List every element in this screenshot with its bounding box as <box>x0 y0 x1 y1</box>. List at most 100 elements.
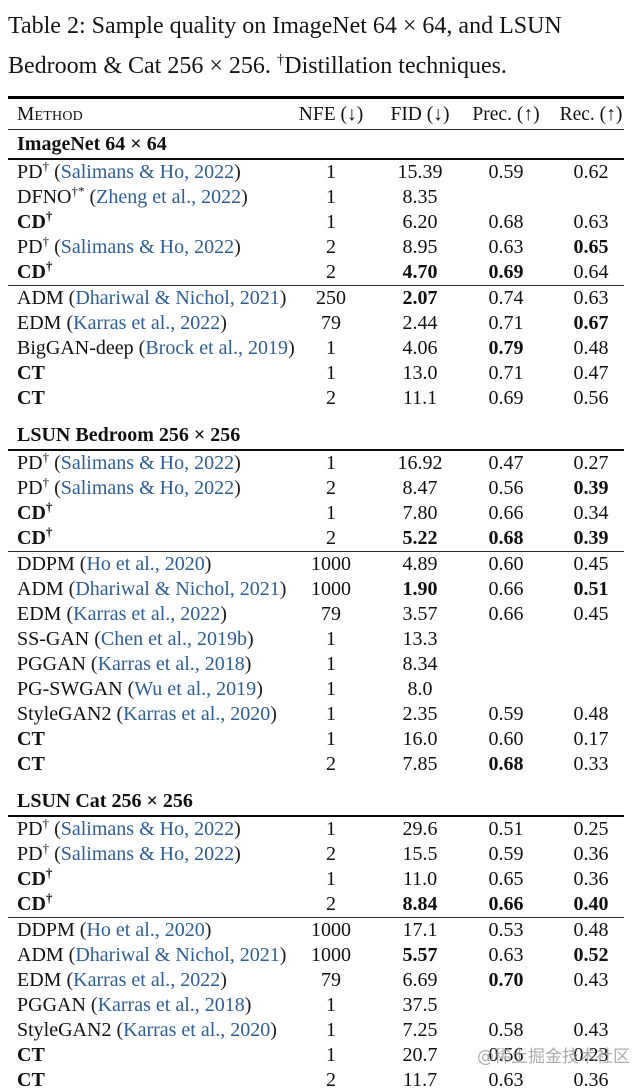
caption-line1: Table 2: Sample quality on ImageNet 64 ×… <box>8 13 562 39</box>
prec-value: 0.66 <box>488 578 524 600</box>
citation-paren: ( <box>66 603 74 625</box>
method-cell: DDPM (Ho et al., 2020) <box>8 918 285 943</box>
method-name: StyleGAN2 <box>17 703 112 725</box>
citation-link[interactable]: Karras et al., 2020 <box>123 1019 271 1041</box>
prec-value: 0.56 <box>488 477 524 499</box>
citation-paren: ( <box>116 703 124 725</box>
method-cell: ADM (Dhariwal & Nichol, 2021) <box>8 577 286 602</box>
citation-paren: ( <box>54 477 61 499</box>
table-row: EDM (Karras et al., 2022) 79 6.69 0.70 0.43 <box>8 968 624 993</box>
method-dagger: † <box>45 890 53 906</box>
method-cell: CT <box>8 361 285 386</box>
nfe-value: 1 <box>326 653 336 675</box>
nfe-value: 2 <box>326 477 336 499</box>
citation-link[interactable]: Salimans & Ho, 2022 <box>60 477 235 499</box>
table-row: PGGAN (Karras et al., 2018) 1 37.5 <box>8 993 624 1018</box>
fid-value: 4.70 <box>402 261 438 283</box>
citation-link[interactable]: Zheng et al., 2022 <box>96 186 242 208</box>
rec-value: 0.39 <box>573 477 609 499</box>
header-fid: FID (↓) <box>390 104 450 125</box>
citation-paren: ) <box>244 994 252 1016</box>
table-row: CD† 1 11.0 0.65 0.36 <box>8 865 624 892</box>
method-cell: PD† (Salimans & Ho, 2022) <box>8 450 285 476</box>
prec-value: 0.53 <box>488 919 524 941</box>
prec-value: 0.68 <box>488 211 524 233</box>
table-row: CT 1 13.0 0.71 0.47 <box>8 361 624 386</box>
rec-value: 0.36 <box>573 843 609 865</box>
table-row: StyleGAN2 (Karras et al., 2020) 1 7.25 0.58… <box>8 1018 624 1043</box>
method-cell: CT <box>8 386 285 411</box>
citation-paren: ( <box>89 186 97 208</box>
table-section: LSUN Cat 256 × 256 PD† (Salimans & Ho, 20… <box>8 787 624 1092</box>
fid-value: 8.34 <box>402 653 438 675</box>
nfe-value: 1 <box>326 211 336 233</box>
table-row: ADM (Dhariwal & Nichol, 2021) 250 2.07 0.74… <box>8 286 624 311</box>
citation-paren: ( <box>54 161 61 183</box>
citation-link[interactable]: Karras et al., 2022 <box>73 603 221 625</box>
citation-link[interactable]: Salimans & Ho, 2022 <box>60 843 235 865</box>
method-name: EDM <box>17 969 62 991</box>
method-name: PD† <box>17 233 50 258</box>
prec-value: 0.63 <box>488 236 524 258</box>
rec-value: 0.48 <box>573 703 609 725</box>
table-row: CD† 2 4.70 0.69 0.64 <box>8 258 624 285</box>
citation-link[interactable]: Dhariwal & Nichol, 2021 <box>75 287 280 309</box>
citation-paren: ( <box>68 287 76 309</box>
method-name: CD† <box>17 258 53 283</box>
citation-link[interactable]: Ho et al., 2020 <box>86 919 205 941</box>
method-dagger: † <box>45 499 53 515</box>
citation-link[interactable]: Ho et al., 2020 <box>86 553 205 575</box>
method-cell: CT <box>8 727 285 752</box>
citation-link[interactable]: Karras et al., 2018 <box>97 994 245 1016</box>
method-cell: CD† <box>8 890 285 917</box>
method-dagger: † <box>42 840 50 856</box>
citation-link[interactable]: Salimans & Ho, 2022 <box>60 452 235 474</box>
nfe-value: 79 <box>321 312 341 334</box>
prec-value: 0.71 <box>488 312 524 334</box>
nfe-value: 1 <box>326 502 336 524</box>
rec-value: 0.36 <box>573 868 609 890</box>
rec-value: 0.17 <box>573 728 609 750</box>
table-row: BigGAN-deep (Brock et al., 2019) 1 4.06 0.7… <box>8 336 624 361</box>
table-top-rule <box>8 96 624 99</box>
method-dagger: † <box>45 865 53 881</box>
method-name: StyleGAN2 <box>17 1019 112 1041</box>
table-row: CT 2 11.7 0.63 0.36 <box>8 1068 624 1092</box>
prec-value: 0.60 <box>488 553 524 575</box>
method-dagger: †* <box>71 183 85 199</box>
citation-link[interactable]: Brock et al., 2019 <box>145 337 289 359</box>
citation-paren: ) <box>241 186 248 208</box>
citation-paren: ) <box>288 337 295 359</box>
header-nfe: NFE (↓) <box>298 104 364 125</box>
citation-link[interactable]: Karras et al., 2020 <box>123 703 271 725</box>
rec-value: 0.27 <box>573 452 609 474</box>
citation-link[interactable]: Wu et al., 2019 <box>134 678 257 700</box>
citation-paren: ) <box>256 678 263 700</box>
citation-link[interactable]: Karras et al., 2022 <box>73 969 221 991</box>
rec-value: 0.43 <box>573 969 609 991</box>
method-name: CD† <box>17 208 53 233</box>
table-row: CT 1 16.0 0.60 0.17 <box>8 727 624 752</box>
citation-link[interactable]: Chen et al., 2019b <box>100 628 248 650</box>
citation-link[interactable]: Dhariwal & Nichol, 2021 <box>75 944 280 966</box>
method-name: EDM <box>17 312 62 334</box>
nfe-value: 1000 <box>311 553 351 575</box>
method-cell: PD† (Salimans & Ho, 2022) <box>8 233 285 260</box>
citation-link[interactable]: Salimans & Ho, 2022 <box>60 161 235 183</box>
citation-paren: ( <box>79 919 87 941</box>
method-name: DFNO†* <box>17 183 85 208</box>
citation-link[interactable]: Dhariwal & Nichol, 2021 <box>75 578 280 600</box>
citation-link[interactable]: Karras et al., 2022 <box>73 312 221 334</box>
method-dagger: † <box>45 258 53 274</box>
fid-value: 2.35 <box>402 703 438 725</box>
fid-value: 7.25 <box>402 1019 438 1041</box>
nfe-value: 2 <box>326 843 336 865</box>
method-name: CT <box>17 362 45 384</box>
method-dagger: † <box>42 233 50 249</box>
citation-link[interactable]: Salimans & Ho, 2022 <box>60 818 235 840</box>
citation-link[interactable]: Karras et al., 2018 <box>97 653 245 675</box>
rec-value: 0.25 <box>573 818 609 840</box>
section-header: ImageNet 64 × 64 <box>17 133 167 155</box>
citation-link[interactable]: Salimans & Ho, 2022 <box>60 236 235 258</box>
fid-value: 13.3 <box>402 628 438 650</box>
